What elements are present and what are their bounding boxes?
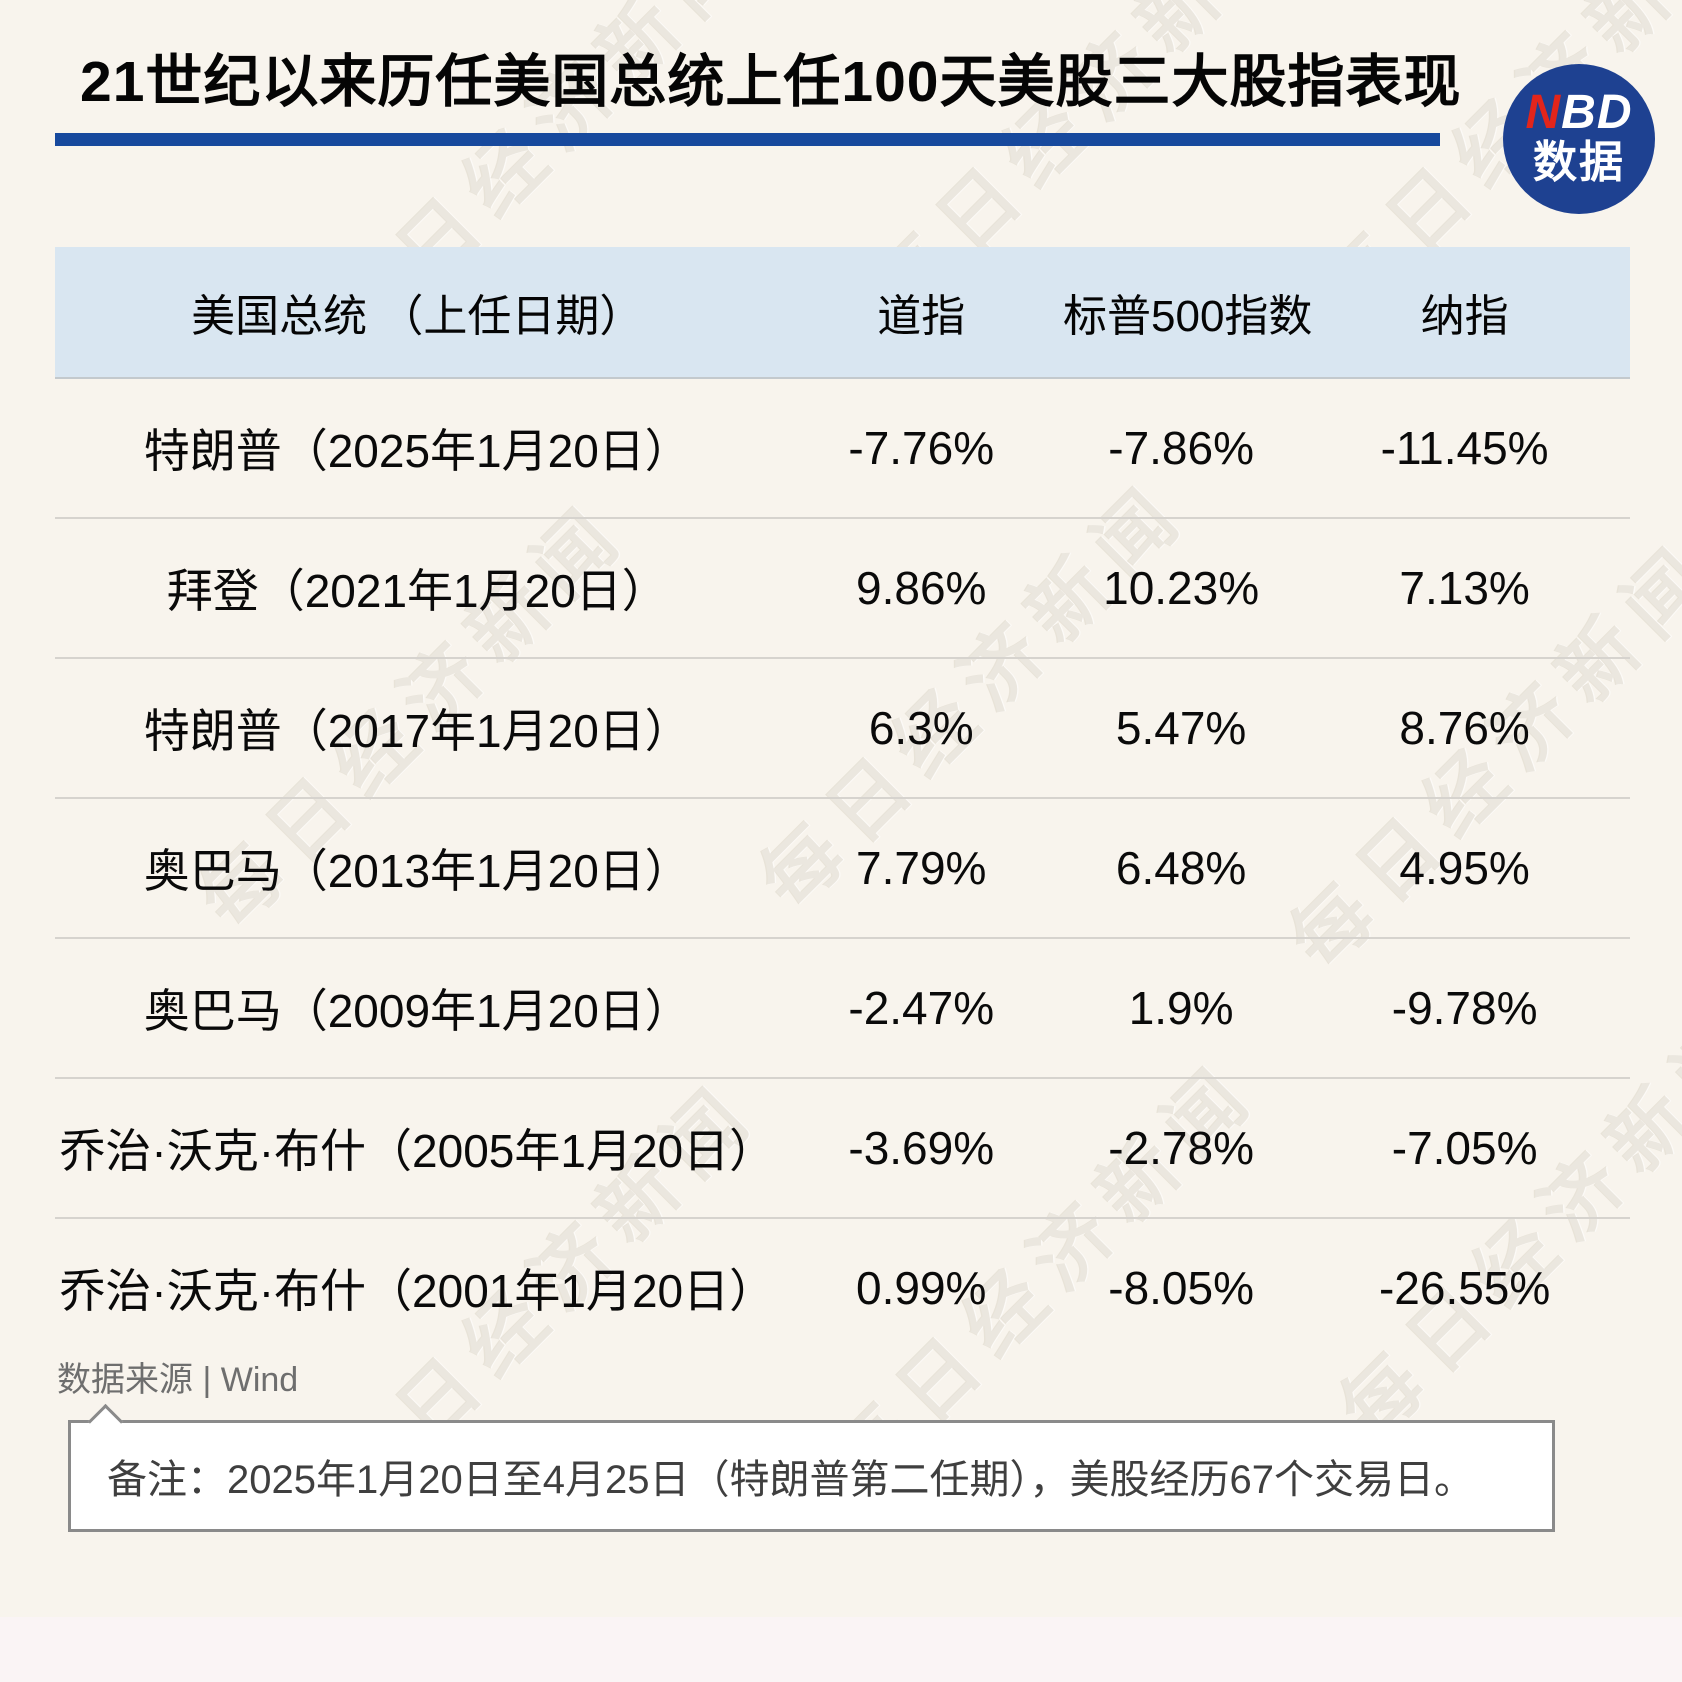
header-sp500: 标普500指数 xyxy=(1063,292,1313,341)
cell-nasdaq: -26.55% xyxy=(1378,1262,1551,1314)
bottom-band xyxy=(0,1617,1682,1682)
cell-president: 奥巴马（2013年1月20日） xyxy=(143,845,691,897)
cell-sp500: 10.23% xyxy=(1103,562,1260,614)
cell-president: 奥巴马（2009年1月20日） xyxy=(143,985,691,1037)
title-underline xyxy=(55,133,1440,146)
cell-nasdaq: -11.45% xyxy=(1380,422,1549,474)
cell-nasdaq: 8.76% xyxy=(1399,702,1530,754)
cell-sp500: -8.05% xyxy=(1108,1262,1254,1314)
note-box: 备注：2025年1月20日至4月25日（特朗普第二任期），美股经历67个交易日。 xyxy=(68,1403,1555,1532)
cell-dow: 7.79% xyxy=(856,842,987,894)
table-row: 乔治·沃克·布什（2005年1月20日） -3.69% -2.78% -7.05… xyxy=(55,1079,1630,1219)
header-president: 美国总统 （上任日期） xyxy=(191,292,644,341)
header-dow: 道指 xyxy=(877,292,966,341)
nbd-logo-wordmark: NBD xyxy=(1525,86,1633,140)
note-text: 备注：2025年1月20日至4月25日（特朗普第二任期），美股经历67个交易日。 xyxy=(107,1458,1474,1502)
cell-dow: 9.86% xyxy=(856,562,987,614)
cell-dow: -3.69% xyxy=(848,1122,995,1174)
cell-president: 乔治·沃克·布什（2001年1月20日） xyxy=(59,1265,776,1317)
header-nasdaq: 纳指 xyxy=(1420,292,1509,341)
nbd-logo-subtitle: 数据 xyxy=(1533,138,1625,188)
cell-president: 特朗普（2025年1月20日） xyxy=(143,425,691,477)
cell-nasdaq: -7.05% xyxy=(1391,1122,1538,1174)
cell-nasdaq: 4.95% xyxy=(1399,842,1530,894)
cell-sp500: 6.48% xyxy=(1115,842,1247,894)
data-source-label: 数据来源 | Wind xyxy=(57,1361,299,1399)
note-box-pointer xyxy=(87,1403,124,1440)
cell-dow: -2.47% xyxy=(848,982,995,1034)
table-row: 拜登（2021年1月20日） 9.86% 10.23% 7.13% xyxy=(55,519,1630,659)
cell-sp500: -2.78% xyxy=(1108,1122,1254,1174)
cell-dow: -7.76% xyxy=(848,422,995,474)
nbd-logo-letters-bd: BD xyxy=(1561,86,1633,140)
cell-dow: 0.99% xyxy=(856,1262,987,1314)
cell-nasdaq: 7.13% xyxy=(1399,562,1530,614)
table-row: 特朗普（2025年1月20日） -7.76% -7.86% -11.45% xyxy=(55,379,1630,519)
cell-president: 拜登（2021年1月20日） xyxy=(166,565,668,617)
cell-president: 特朗普（2017年1月20日） xyxy=(143,705,691,757)
table-row: 特朗普（2017年1月20日） 6.3% 5.47% 8.76% xyxy=(55,659,1630,799)
cell-sp500: 1.9% xyxy=(1128,982,1234,1034)
nbd-logo-letter-n: N xyxy=(1525,86,1562,140)
cell-dow: 6.3% xyxy=(868,702,974,754)
cell-president: 乔治·沃克·布什（2005年1月20日） xyxy=(59,1125,776,1177)
cell-sp500: -7.86% xyxy=(1108,422,1254,474)
table-row: 奥巴马（2009年1月20日） -2.47% 1.9% -9.78% xyxy=(55,939,1630,1079)
stock-performance-table: 美国总统 （上任日期） 道指 标普500指数 纳指 特朗普（2025年1月20日… xyxy=(55,247,1630,1357)
table-row: 乔治·沃克·布什（2001年1月20日） 0.99% -8.05% -26.55… xyxy=(55,1219,1630,1357)
cell-nasdaq: -9.78% xyxy=(1391,982,1538,1034)
cell-sp500: 5.47% xyxy=(1115,702,1247,754)
table-header-row: 美国总统 （上任日期） 道指 标普500指数 纳指 xyxy=(55,247,1630,379)
table-row: 奥巴马（2013年1月20日） 7.79% 6.48% 4.95% xyxy=(55,799,1630,939)
nbd-logo: NBD 数据 xyxy=(1503,64,1655,214)
page-title: 21世纪以来历任美国总统上任100天美股三大股指表现 xyxy=(80,50,1462,114)
